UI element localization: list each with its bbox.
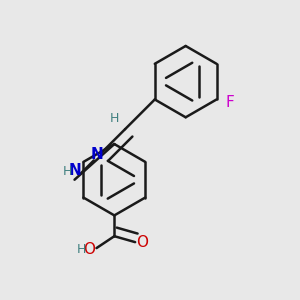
Text: N: N (90, 147, 103, 162)
Text: N: N (68, 163, 81, 178)
Text: H: H (62, 165, 72, 178)
Text: O: O (83, 242, 95, 257)
Text: H: H (110, 112, 119, 125)
Text: H: H (76, 243, 86, 256)
Text: F: F (226, 95, 234, 110)
Text: O: O (136, 235, 148, 250)
